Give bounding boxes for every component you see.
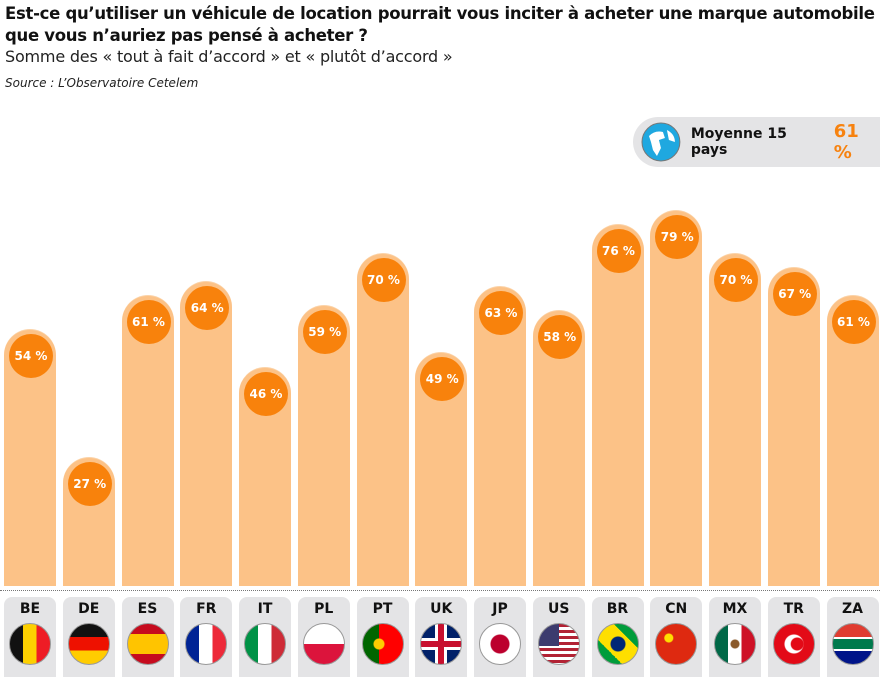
country-cell: US bbox=[532, 597, 585, 677]
bar-de: 27 % bbox=[62, 456, 115, 586]
flag-be-icon bbox=[9, 623, 51, 665]
country-cell: MX bbox=[709, 597, 761, 677]
data-label: 49 % bbox=[420, 357, 465, 402]
country-cell: FR bbox=[180, 597, 233, 677]
country-cell: JP bbox=[474, 597, 526, 677]
tick-label: FR bbox=[196, 601, 217, 617]
tick-label: US bbox=[548, 601, 570, 617]
bar-tr: 67 % bbox=[767, 266, 820, 586]
average-label: Moyenne 15 pays bbox=[690, 126, 787, 158]
flag-pt-icon bbox=[361, 623, 404, 665]
data-label: 58 % bbox=[537, 314, 582, 359]
bar-it: 46 % bbox=[239, 366, 291, 586]
data-label: 70 % bbox=[361, 257, 406, 302]
bar-cn: 79 % bbox=[650, 209, 703, 586]
country-cell: CN bbox=[650, 597, 703, 677]
country-cell: DE bbox=[62, 597, 115, 677]
flag-es-icon bbox=[126, 623, 169, 665]
flag-us-icon bbox=[537, 623, 580, 665]
data-label: 63 % bbox=[479, 290, 523, 335]
bar-us: 58 % bbox=[532, 309, 585, 586]
data-label: 61 % bbox=[126, 300, 171, 345]
bar-pl: 59 % bbox=[297, 304, 350, 586]
data-label: 79 % bbox=[655, 214, 700, 259]
average-badge: Moyenne 15 pays 61 % bbox=[633, 117, 880, 167]
bar-es: 61 % bbox=[121, 295, 174, 586]
country-cell: TR bbox=[767, 597, 820, 677]
country-cell: ZA bbox=[826, 597, 879, 677]
baseline bbox=[0, 590, 880, 591]
data-label: 46 % bbox=[244, 371, 288, 416]
flag-pl-icon bbox=[302, 623, 345, 665]
data-label: 70 % bbox=[714, 257, 758, 302]
tick-label: IT bbox=[257, 601, 273, 617]
tick-label: TR bbox=[783, 601, 804, 617]
tick-label: CN bbox=[665, 601, 688, 617]
chart-title: Est-ce qu’utiliser un véhicule de locati… bbox=[5, 4, 875, 45]
chart-subtitle: Somme des « tout à fait d’accord » et « … bbox=[5, 47, 453, 66]
data-label: 67 % bbox=[772, 271, 817, 316]
globe-icon bbox=[641, 122, 681, 162]
tick-label: UK bbox=[430, 601, 453, 617]
bar-be: 54 % bbox=[4, 328, 56, 586]
bar-mx: 70 % bbox=[709, 252, 761, 586]
flag-tr-icon bbox=[772, 623, 815, 665]
data-label: 76 % bbox=[596, 229, 641, 273]
flag-za-icon bbox=[831, 623, 874, 665]
tick-label: ES bbox=[137, 601, 158, 617]
flag-cn-icon bbox=[655, 623, 698, 665]
data-label: 59 % bbox=[302, 309, 347, 354]
country-cell: IT bbox=[239, 597, 291, 677]
tick-label: BR bbox=[606, 601, 629, 617]
bar-pt: 70 % bbox=[356, 252, 409, 586]
flag-fr-icon bbox=[185, 623, 228, 665]
tick-label: PL bbox=[314, 601, 334, 617]
data-label: 61 % bbox=[831, 300, 876, 345]
tick-label: PT bbox=[372, 601, 393, 617]
flag-mx-icon bbox=[714, 623, 756, 665]
data-label: 54 % bbox=[9, 333, 53, 378]
tick-label: BE bbox=[19, 601, 41, 617]
tick-label: JP bbox=[492, 601, 508, 617]
chart-source: Source : L’Observatoire Cetelem bbox=[5, 76, 199, 90]
flag-br-icon bbox=[596, 623, 639, 665]
flag-uk-icon bbox=[420, 623, 463, 665]
country-cell: ES bbox=[121, 597, 174, 677]
bar-uk: 49 % bbox=[415, 352, 468, 586]
flag-de-icon bbox=[67, 623, 110, 665]
country-cell: PL bbox=[297, 597, 350, 677]
data-label: 27 % bbox=[67, 461, 112, 506]
bar-fr: 64 % bbox=[180, 281, 233, 586]
country-cell: UK bbox=[415, 597, 468, 677]
data-label: 64 % bbox=[185, 286, 230, 330]
flag-it-icon bbox=[244, 623, 286, 665]
country-cell: BE bbox=[4, 597, 56, 677]
bar-za: 61 % bbox=[826, 295, 879, 586]
tick-label: MX bbox=[722, 601, 748, 617]
bar-br: 76 % bbox=[591, 224, 644, 586]
bar-jp: 63 % bbox=[474, 285, 526, 586]
country-cell: BR bbox=[591, 597, 644, 677]
average-value: 61 % bbox=[833, 121, 859, 163]
tick-label: DE bbox=[78, 601, 100, 617]
country-cell: PT bbox=[356, 597, 409, 677]
tick-label: ZA bbox=[842, 601, 863, 617]
flag-jp-icon bbox=[479, 623, 521, 665]
